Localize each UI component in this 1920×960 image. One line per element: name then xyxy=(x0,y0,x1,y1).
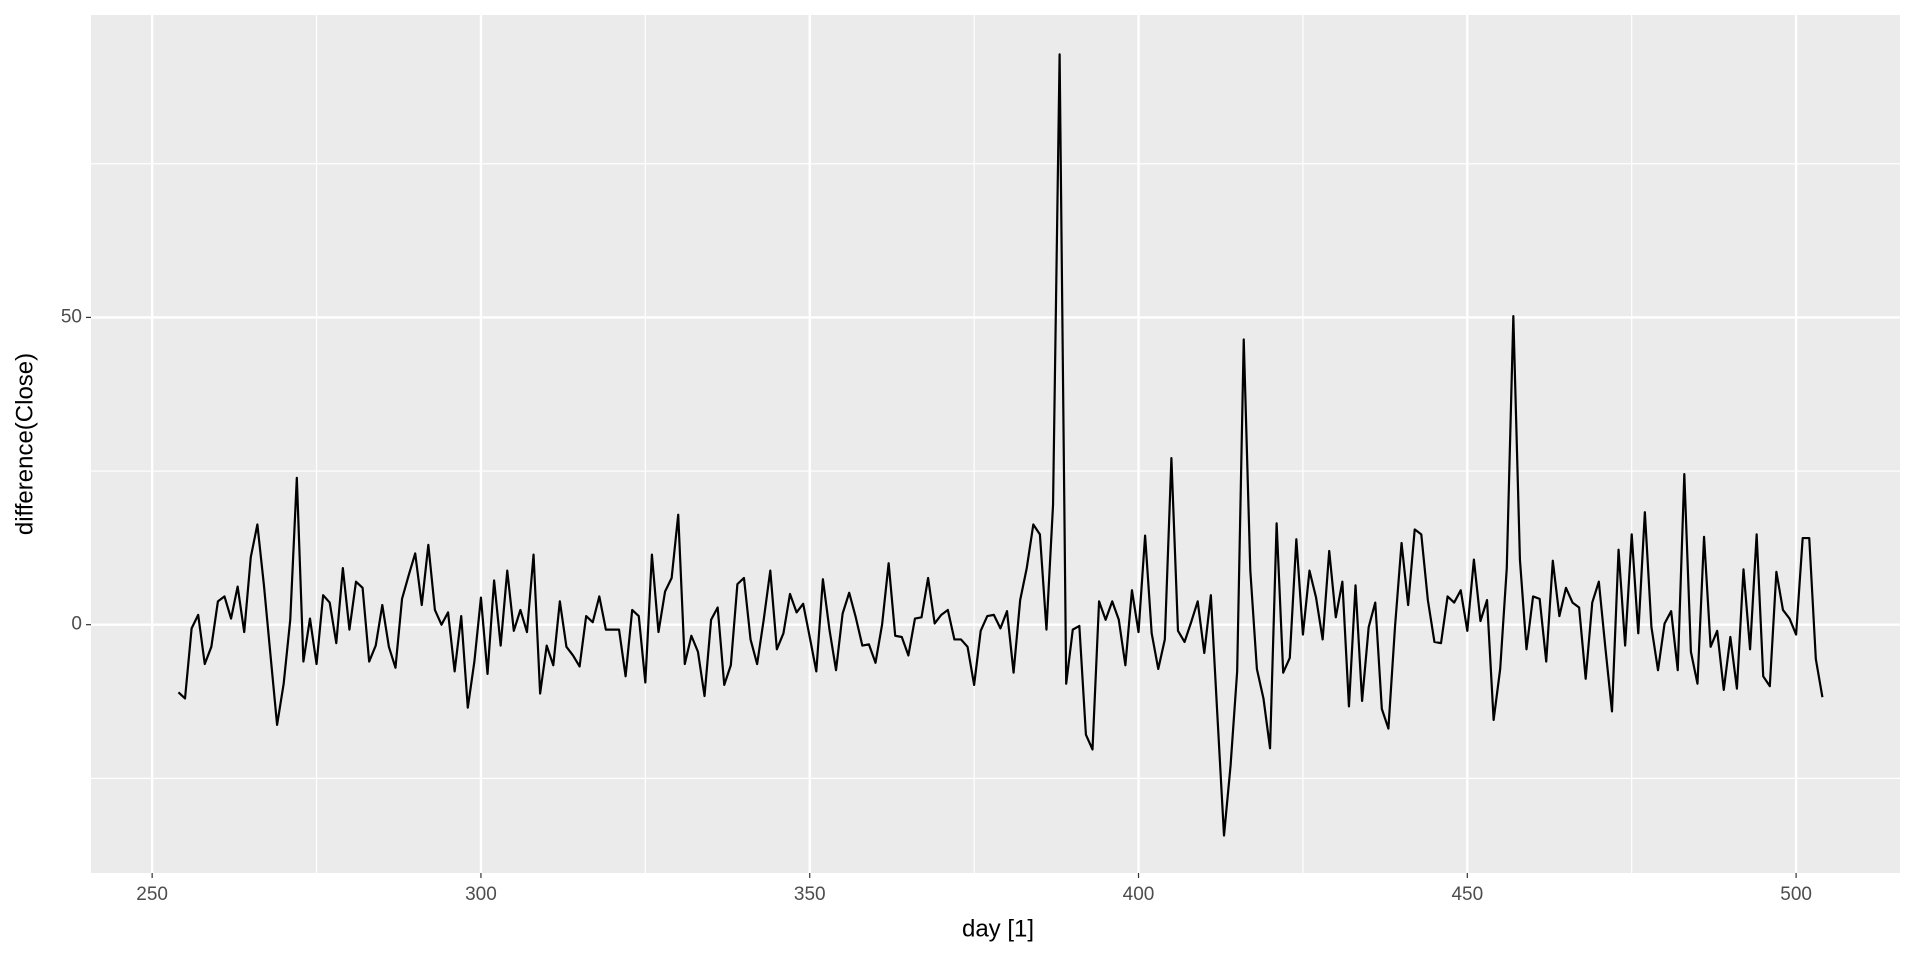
y-tick-label: 0 xyxy=(71,614,82,635)
x-tick-label: 450 xyxy=(1451,884,1483,905)
x-tick-label: 500 xyxy=(1780,884,1812,905)
x-tick-label: 300 xyxy=(465,884,497,905)
x-tick-label: 250 xyxy=(136,884,168,905)
x-tick-label: 350 xyxy=(794,884,826,905)
panel xyxy=(91,15,1900,873)
data-line xyxy=(177,53,1824,837)
y-axis-title: difference(Close) xyxy=(11,353,38,535)
y-tick-label: 50 xyxy=(61,306,82,327)
x-tick-label: 400 xyxy=(1123,884,1155,905)
x-axis-title: day [1] xyxy=(962,915,1034,942)
